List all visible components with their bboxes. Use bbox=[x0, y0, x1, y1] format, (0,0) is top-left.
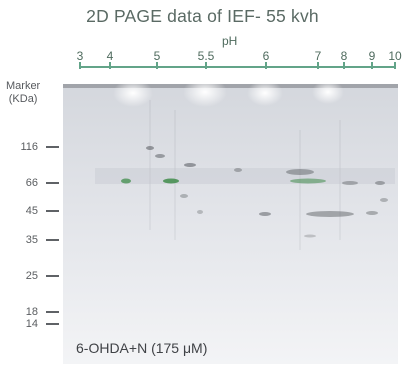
protein-spot bbox=[290, 178, 326, 184]
protein-spot bbox=[234, 168, 242, 172]
ph-tick-label: 5 bbox=[153, 49, 161, 63]
protein-spots bbox=[121, 146, 388, 238]
protein-spot bbox=[121, 178, 131, 184]
ph-tick-mark bbox=[317, 62, 319, 69]
protein-spot bbox=[180, 194, 188, 198]
mw-marker-label: 66 bbox=[25, 177, 38, 189]
ph-tick-label: 4 bbox=[106, 49, 114, 63]
mw-marker-band bbox=[46, 275, 59, 277]
protein-spot bbox=[342, 181, 358, 185]
mw-marker-band bbox=[46, 323, 59, 325]
ph-tick-label: 7 bbox=[314, 49, 322, 63]
ph-tick-label: 9 bbox=[368, 49, 376, 63]
mw-marker-band bbox=[46, 182, 59, 184]
ph-tick-mark bbox=[371, 62, 373, 69]
mw-marker-label: 35 bbox=[25, 234, 38, 246]
mw-marker-band bbox=[46, 239, 59, 241]
mw-marker-label: 25 bbox=[25, 270, 38, 282]
ph-tick-label: 8 bbox=[340, 49, 348, 63]
protein-spot bbox=[375, 181, 385, 185]
protein-spot bbox=[304, 234, 316, 238]
protein-spot bbox=[286, 169, 314, 175]
protein-spot bbox=[366, 211, 378, 215]
ph-tick-mark bbox=[343, 62, 345, 69]
ph-tick-mark bbox=[79, 62, 81, 69]
mw-marker-label: 45 bbox=[25, 205, 38, 217]
mw-marker-label: 14 bbox=[25, 318, 38, 330]
marker-label: Marker bbox=[6, 80, 41, 92]
ph-tick-mark bbox=[394, 62, 396, 69]
protein-spot bbox=[380, 198, 388, 202]
ph-tick-mark bbox=[265, 62, 267, 69]
mw-marker-label: 116 bbox=[20, 141, 38, 153]
mw-marker-band bbox=[46, 146, 59, 148]
protein-spot bbox=[146, 146, 154, 150]
ph-tick-label: 3 bbox=[76, 49, 84, 63]
ph-tick-mark bbox=[205, 62, 207, 69]
mw-marker-band bbox=[46, 210, 59, 212]
protein-spot bbox=[184, 163, 196, 167]
protein-spot bbox=[163, 178, 179, 184]
ph-tick-label: 5.5 bbox=[197, 49, 215, 63]
mw-marker-label: 18 bbox=[25, 306, 38, 318]
protein-spot bbox=[197, 210, 203, 214]
marker-header: Marker (KDa) bbox=[6, 80, 40, 106]
protein-spot bbox=[259, 212, 271, 216]
protein-spot bbox=[306, 211, 354, 217]
protein-spot bbox=[155, 154, 165, 158]
marker-unit: (KDa) bbox=[8, 93, 38, 105]
figure-title: 2D PAGE data of IEF- 55 kvh bbox=[86, 6, 319, 26]
ph-tick-mark bbox=[109, 62, 111, 69]
ph-tick-label: 6 bbox=[262, 49, 270, 63]
ph-tick-label: 10 bbox=[388, 49, 402, 63]
mw-marker-band bbox=[46, 311, 59, 313]
ph-tick-mark bbox=[156, 62, 158, 69]
ph-axis-label: pH bbox=[222, 34, 238, 48]
ph-axis-line bbox=[79, 66, 396, 68]
sample-label: 6-OHDA+N (175 μM) bbox=[76, 340, 208, 356]
